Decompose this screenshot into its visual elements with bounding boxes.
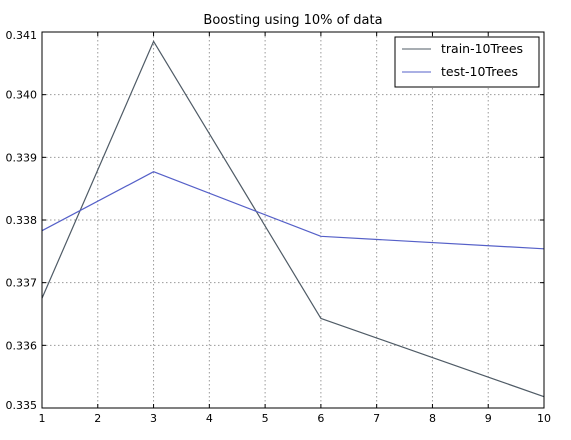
x-tick-label: 3 <box>150 412 157 425</box>
x-tick-label: 7 <box>373 412 380 425</box>
legend: train-10Trees test-10Trees <box>394 36 540 88</box>
x-tick-label: 5 <box>262 412 269 425</box>
legend-box <box>394 36 540 88</box>
y-tick-label: 0.339 <box>6 151 38 164</box>
chart-title: Boosting using 10% of data <box>203 13 382 28</box>
y-tick-label: 0.338 <box>6 214 38 227</box>
y-tick-label: 0.335 <box>6 399 38 412</box>
x-tick-label: 6 <box>317 412 324 425</box>
x-tick-label: 2 <box>94 412 101 425</box>
x-tick-label: 1 <box>39 412 46 425</box>
series-layer <box>41 40 545 398</box>
axis-labels: 1 2 3 4 5 6 7 8 9 10 0.335 0.336 0.337 0.338 0.339 0.34… <box>6 29 552 425</box>
grid <box>42 32 544 408</box>
plot-frame <box>41 31 545 409</box>
y-tick-label: 0.337 <box>6 277 38 290</box>
y-tick-label: 0.340 <box>6 89 38 102</box>
tick-layer <box>41 31 545 409</box>
series-line-test <box>41 171 545 250</box>
x-tick-label: 4 <box>206 412 213 425</box>
series-line-train <box>41 40 545 398</box>
x-tick-label: 10 <box>537 412 551 425</box>
legend-label-test: test-10Trees <box>441 64 518 79</box>
legend-label-train: train-10Trees <box>441 41 523 56</box>
y-tick-label: 0.336 <box>6 339 38 352</box>
x-tick-label: 9 <box>485 412 492 425</box>
y-tick-label: 0.341 <box>6 29 38 42</box>
x-tick-label: 8 <box>429 412 436 425</box>
